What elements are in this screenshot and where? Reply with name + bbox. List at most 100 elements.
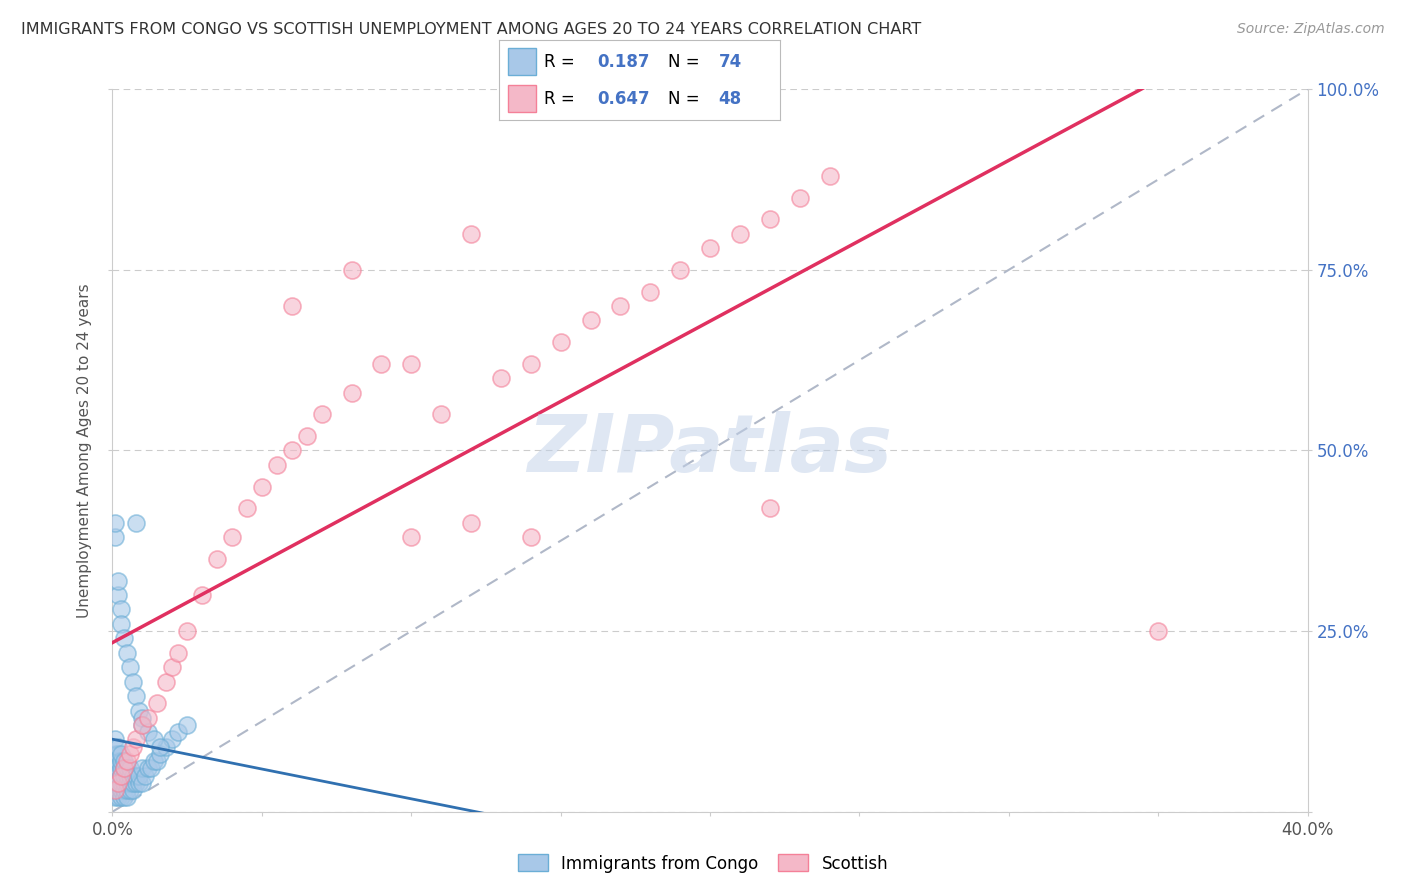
Point bbox=[110, 769, 132, 783]
Point bbox=[131, 718, 153, 732]
Point bbox=[167, 646, 190, 660]
Point bbox=[1147, 624, 1170, 639]
Point bbox=[114, 783, 135, 797]
Point bbox=[107, 574, 129, 588]
Point bbox=[107, 739, 129, 754]
Bar bbox=[508, 85, 536, 112]
Point bbox=[311, 407, 333, 421]
Text: Source: ZipAtlas.com: Source: ZipAtlas.com bbox=[1237, 22, 1385, 37]
Point bbox=[162, 660, 183, 674]
Point bbox=[728, 227, 751, 241]
Point bbox=[281, 443, 304, 458]
Point bbox=[120, 783, 142, 797]
Text: N =: N = bbox=[668, 53, 704, 70]
Point bbox=[120, 776, 142, 790]
Point bbox=[110, 776, 132, 790]
Point bbox=[110, 790, 132, 805]
Point bbox=[107, 588, 129, 602]
Point bbox=[125, 732, 148, 747]
Text: ZIPatlas: ZIPatlas bbox=[527, 411, 893, 490]
Point bbox=[104, 761, 127, 775]
Text: R =: R = bbox=[544, 53, 581, 70]
Text: 48: 48 bbox=[718, 90, 741, 108]
Point bbox=[579, 313, 602, 327]
Point bbox=[104, 732, 127, 747]
Point bbox=[143, 732, 166, 747]
Point bbox=[107, 769, 129, 783]
Point bbox=[155, 674, 177, 689]
Point bbox=[669, 262, 692, 277]
Point bbox=[114, 761, 135, 775]
Point bbox=[107, 776, 129, 790]
Point bbox=[176, 718, 198, 732]
Point bbox=[128, 769, 150, 783]
Point bbox=[401, 357, 423, 371]
Y-axis label: Unemployment Among Ages 20 to 24 years: Unemployment Among Ages 20 to 24 years bbox=[77, 283, 93, 618]
Text: R =: R = bbox=[544, 90, 581, 108]
Point bbox=[125, 516, 148, 530]
Point bbox=[104, 776, 127, 790]
Point bbox=[141, 761, 163, 775]
Point bbox=[250, 480, 273, 494]
Point bbox=[167, 725, 190, 739]
Point bbox=[162, 732, 183, 747]
Point bbox=[125, 776, 148, 790]
Point bbox=[114, 769, 135, 783]
Point bbox=[120, 761, 142, 775]
Point bbox=[550, 334, 572, 349]
Point bbox=[221, 530, 243, 544]
Point bbox=[266, 458, 288, 472]
Point bbox=[117, 761, 139, 775]
Text: 74: 74 bbox=[718, 53, 742, 70]
Point bbox=[107, 783, 129, 797]
Point bbox=[205, 551, 228, 566]
Point bbox=[122, 783, 145, 797]
Point bbox=[110, 616, 132, 631]
Point bbox=[117, 646, 139, 660]
Point bbox=[430, 407, 453, 421]
Point bbox=[120, 747, 142, 761]
Point bbox=[107, 761, 129, 775]
Point bbox=[125, 769, 148, 783]
Point bbox=[759, 501, 782, 516]
Point bbox=[107, 754, 129, 768]
Point bbox=[114, 632, 135, 646]
Point bbox=[131, 718, 153, 732]
Point bbox=[759, 212, 782, 227]
Point bbox=[191, 588, 214, 602]
Point bbox=[117, 776, 139, 790]
Text: 0.187: 0.187 bbox=[598, 53, 650, 70]
Point bbox=[122, 674, 145, 689]
Point bbox=[340, 262, 363, 277]
Point bbox=[104, 769, 127, 783]
Point bbox=[110, 747, 132, 761]
Point bbox=[340, 385, 363, 400]
Point bbox=[128, 776, 150, 790]
Point bbox=[104, 516, 127, 530]
Point bbox=[117, 769, 139, 783]
Point bbox=[138, 711, 160, 725]
Point bbox=[114, 761, 135, 775]
Point bbox=[131, 776, 153, 790]
Point bbox=[143, 754, 166, 768]
Point bbox=[176, 624, 198, 639]
Point bbox=[117, 783, 139, 797]
Point bbox=[104, 790, 127, 805]
Point bbox=[146, 696, 169, 710]
Point bbox=[131, 761, 153, 775]
Point bbox=[609, 299, 631, 313]
Point bbox=[295, 429, 318, 443]
Point bbox=[818, 169, 841, 183]
Point bbox=[489, 371, 512, 385]
Point bbox=[131, 711, 153, 725]
Point bbox=[460, 516, 482, 530]
Point bbox=[104, 530, 127, 544]
Point bbox=[149, 739, 172, 754]
Point bbox=[401, 530, 423, 544]
Point bbox=[110, 754, 132, 768]
Point bbox=[107, 776, 129, 790]
Point bbox=[117, 754, 139, 768]
Point bbox=[789, 191, 811, 205]
Point bbox=[114, 754, 135, 768]
Point bbox=[104, 754, 127, 768]
